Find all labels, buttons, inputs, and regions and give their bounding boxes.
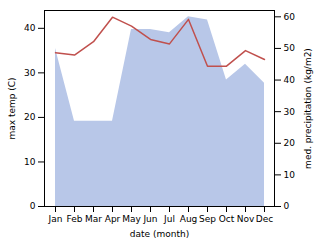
svg-text:date (month): date (month): [130, 229, 189, 239]
svg-text:20: 20: [284, 138, 296, 148]
svg-text:Nov: Nov: [237, 214, 255, 224]
svg-text:Aug: Aug: [180, 214, 198, 224]
svg-text:30: 30: [24, 68, 36, 78]
svg-text:med. precipitation (kg/m2): med. precipitation (kg/m2): [303, 48, 313, 169]
svg-text:30: 30: [284, 107, 296, 117]
svg-text:Jul: Jul: [163, 214, 175, 224]
svg-text:Mar: Mar: [85, 214, 102, 224]
svg-text:0: 0: [30, 201, 36, 211]
svg-text:50: 50: [284, 43, 296, 53]
svg-text:Feb: Feb: [67, 214, 83, 224]
svg-text:May: May: [122, 214, 141, 224]
svg-text:40: 40: [284, 75, 296, 85]
svg-text:max temp (C): max temp (C): [7, 77, 17, 139]
svg-text:20: 20: [24, 112, 36, 122]
svg-text:Jan: Jan: [48, 214, 63, 224]
svg-text:Sep: Sep: [199, 214, 216, 224]
svg-text:Dec: Dec: [256, 214, 273, 224]
svg-text:40: 40: [24, 23, 36, 33]
svg-text:60: 60: [284, 12, 296, 22]
svg-text:Jun: Jun: [142, 214, 157, 224]
svg-text:Oct: Oct: [219, 214, 235, 224]
svg-text:10: 10: [24, 157, 36, 167]
svg-text:10: 10: [284, 170, 296, 180]
svg-text:0: 0: [284, 201, 290, 211]
svg-text:Apr: Apr: [105, 214, 121, 224]
